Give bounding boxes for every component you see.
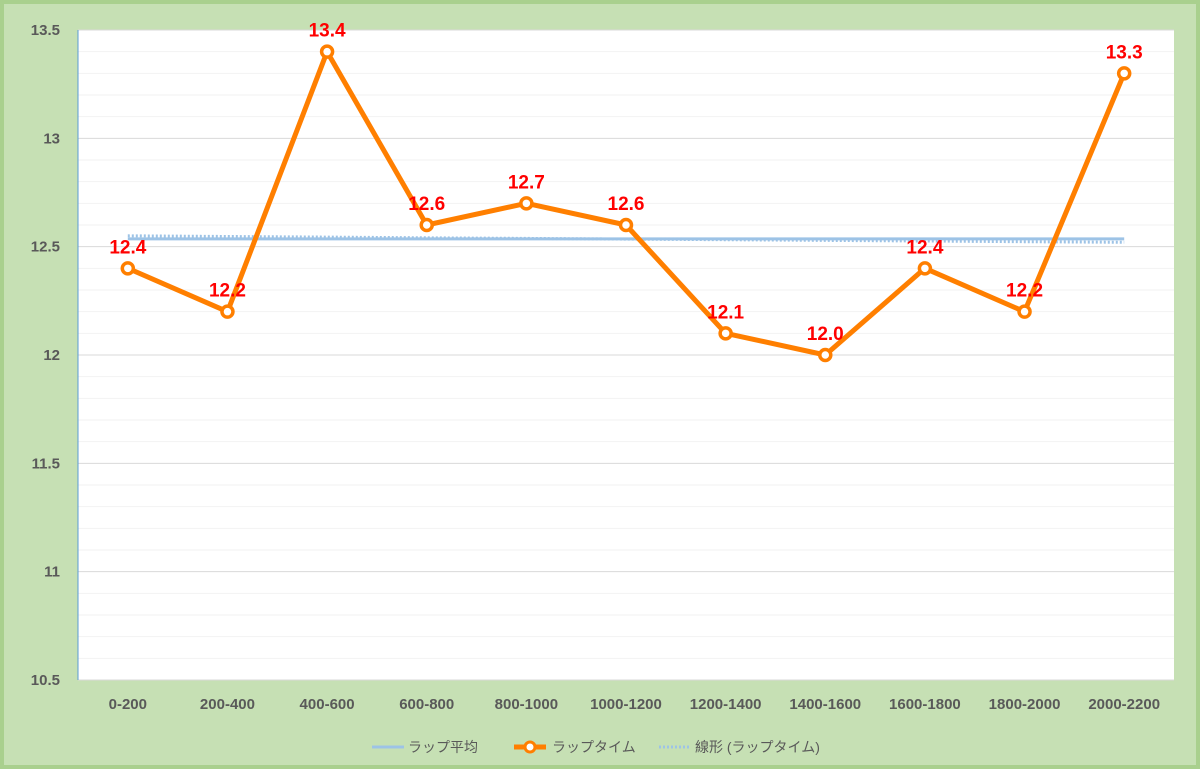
- y-tick-label: 13.5: [31, 22, 60, 39]
- x-tick-label: 2000-2200: [1088, 696, 1160, 713]
- major-gridlines: [78, 29, 1174, 681]
- lap-time-point: [818, 347, 833, 363]
- data-labels: 12.4 12.2 13.4 12.6 12.7 12.6 12.1 12.0 12.4 12.2…: [109, 21, 1142, 345]
- x-tick-label: 1800-2000: [989, 696, 1061, 713]
- lap-time-chart: 10.5 11 11.5 12 12.5 13 13.5 0-200 200-400 400-6…: [31, 21, 1174, 755]
- x-tick-label: 1000-1200: [590, 696, 662, 713]
- legend-label-trend: 線形 (ラップタイム): [695, 739, 820, 755]
- y-tick-label: 10.5: [31, 672, 60, 689]
- lap-time-data-label: 12.4: [906, 237, 943, 258]
- x-tick-label: 600-800: [399, 696, 454, 713]
- y-tick-label: 12: [43, 347, 60, 364]
- legend: ラップ平均 ラップタイム 線形 (ラップタイム): [372, 739, 820, 755]
- lap-time-point: [718, 326, 733, 341]
- y-axis-tick-labels: 10.5 11 11.5 12 12.5 13 13.5: [31, 22, 60, 689]
- lap-time-data-label: 12.7: [508, 172, 545, 193]
- lap-time-point: [120, 261, 136, 276]
- y-tick-label: 11: [44, 564, 60, 581]
- lap-time-point: [519, 196, 534, 211]
- legend-label-lap-time: ラップタイム: [552, 739, 636, 755]
- legend-marker-lap-time: [523, 740, 537, 754]
- lap-time-point: [419, 217, 434, 233]
- lap-time-data-label: 12.0: [807, 324, 844, 345]
- series-layer: [120, 44, 1132, 363]
- y-tick-label: 12.5: [31, 239, 60, 256]
- x-tick-label: 800-1000: [495, 696, 558, 713]
- x-tick-label: 1200-1400: [690, 696, 762, 713]
- lap-time-data-label: 12.6: [608, 194, 645, 215]
- lap-time-data-label: 12.6: [408, 194, 445, 215]
- y-tick-label: 11.5: [32, 455, 60, 472]
- y-tick-label: 13: [43, 130, 60, 147]
- x-tick-label: 400-600: [300, 696, 355, 713]
- x-tick-label: 0-200: [109, 696, 147, 713]
- lap-time-point: [319, 44, 335, 59]
- lap-time-data-label: 12.4: [109, 237, 146, 258]
- lap-time-point: [1116, 66, 1132, 81]
- x-axis-tick-labels: 0-200 200-400 400-600 600-800 800-1000 1000-1…: [109, 696, 1160, 713]
- x-tick-label: 200-400: [200, 696, 255, 713]
- lap-time-point: [1017, 304, 1032, 319]
- lap-time-point: [618, 217, 634, 233]
- x-tick-label: 1400-1600: [789, 696, 861, 713]
- lap-time-data-label: 12.2: [1006, 281, 1043, 302]
- lap-time-data-label: 12.1: [707, 302, 744, 323]
- lap-time-data-label: 12.2: [209, 281, 246, 302]
- legend-label-average: ラップ平均: [408, 739, 478, 755]
- minor-gridlines: [78, 51, 1174, 659]
- x-tick-label: 1600-1800: [889, 696, 961, 713]
- lap-time-data-label: 13.4: [309, 21, 346, 42]
- lap-time-point: [917, 261, 933, 276]
- lap-time-data-label: 13.3: [1106, 42, 1143, 63]
- lap-time-point: [220, 304, 235, 319]
